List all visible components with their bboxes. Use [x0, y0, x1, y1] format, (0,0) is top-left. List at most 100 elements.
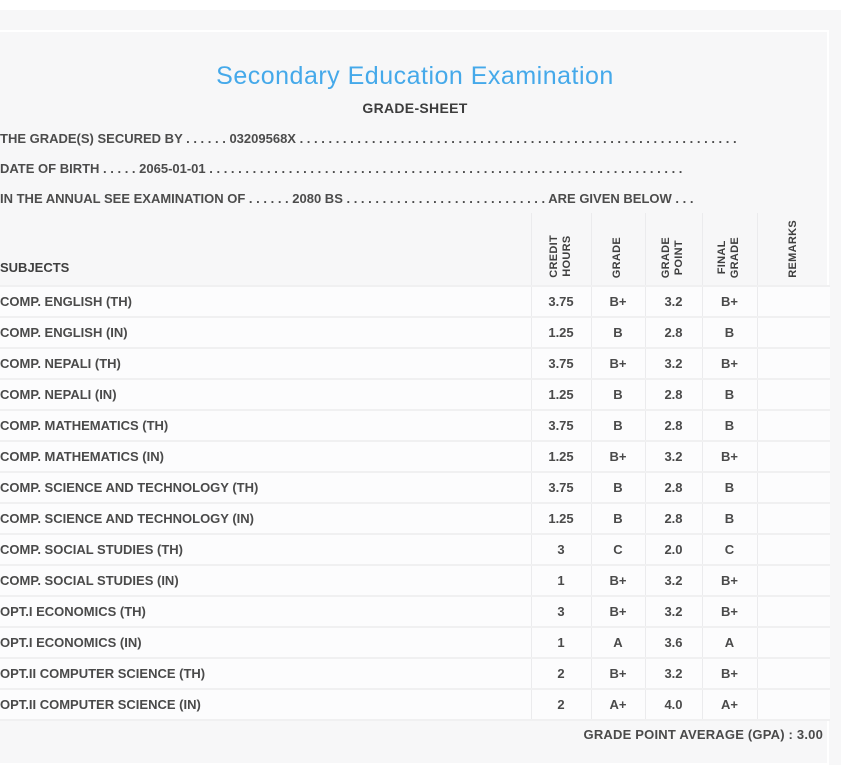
final-grade-cell: B	[701, 317, 757, 349]
remarks-label: REMARKS	[787, 220, 800, 278]
credit-hours-cell: 1	[530, 565, 591, 597]
grade-cell: B	[590, 410, 645, 442]
grade-point-cell: 2.8	[644, 410, 702, 442]
column-header-grade-point: GRADE POINT	[644, 213, 702, 286]
subject-cell: OPT.I ECONOMICS (IN)	[0, 627, 531, 659]
final-grade-cell: B	[701, 410, 757, 442]
credit-hours-cell: 1.25	[530, 317, 591, 349]
final-grade-cell: B+	[701, 596, 757, 628]
credit-hours-cell: 1.25	[530, 379, 591, 411]
grade-cell: B+	[590, 565, 645, 597]
grades-table: SUBJECTS CREDIT HOURS GRADE GRADE POINT …	[0, 213, 830, 721]
info-line-examination-of: IN THE ANNUAL SEE EXAMINATION OF . . . .…	[0, 191, 694, 206]
column-header-credit-hours: CREDIT HOURS	[530, 213, 591, 286]
subject-cell: COMP. NEPALI (TH)	[0, 348, 531, 380]
gpa-summary: GRADE POINT AVERAGE (GPA) : 3.00	[583, 727, 823, 742]
credit-hours-cell: 3	[530, 534, 591, 566]
grade-point-cell: 3.2	[644, 441, 702, 473]
subject-cell: COMP. ENGLISH (TH)	[0, 285, 531, 318]
table-row: COMP. NEPALI (IN) 1.25 B 2.8 B	[0, 379, 830, 411]
grade-point-cell: 2.8	[644, 472, 702, 504]
table-row: COMP. MATHEMATICS (IN) 1.25 B+ 3.2 B+	[0, 441, 830, 473]
table-header-row: SUBJECTS CREDIT HOURS GRADE GRADE POINT …	[0, 213, 830, 286]
remarks-cell	[756, 627, 830, 659]
remarks-cell	[756, 503, 830, 535]
table-row: COMP. SCIENCE AND TECHNOLOGY (IN) 1.25 B 2.…	[0, 503, 830, 535]
table-row: OPT.II COMPUTER SCIENCE (IN) 2 A+ 4.0 A+	[0, 689, 830, 721]
credit-hours-cell: 3.75	[530, 285, 591, 318]
grade-point-cell: 4.0	[644, 689, 702, 721]
credit-hours-cell: 3.75	[530, 472, 591, 504]
credit-hours-cell: 3.75	[530, 410, 591, 442]
remarks-cell	[756, 534, 830, 566]
column-header-subjects: SUBJECTS	[0, 260, 70, 275]
final-grade-label: FINAL GRADE	[716, 236, 742, 278]
grade-table-body: COMP. ENGLISH (TH) 3.75 B+ 3.2 B+ COMP. ENGLI…	[0, 285, 830, 721]
table-row: OPT.I ECONOMICS (IN) 1 A 3.6 A	[0, 627, 830, 659]
credit-hours-cell: 1.25	[530, 503, 591, 535]
credit-hours-label: CREDIT HOURS	[547, 235, 573, 278]
remarks-cell	[756, 472, 830, 504]
grades-table-container: SUBJECTS CREDIT HOURS GRADE GRADE POINT …	[0, 213, 830, 721]
grade-cell: B	[590, 317, 645, 349]
subject-cell: COMP. NEPALI (IN)	[0, 379, 531, 411]
table-row: COMP. SOCIAL STUDIES (IN) 1 B+ 3.2 B+	[0, 565, 830, 597]
subject-cell: COMP. SOCIAL STUDIES (TH)	[0, 534, 531, 566]
remarks-cell	[756, 565, 830, 597]
grade-cell: B	[590, 379, 645, 411]
subject-cell: OPT.II COMPUTER SCIENCE (IN)	[0, 689, 531, 721]
table-row: OPT.II COMPUTER SCIENCE (TH) 2 B+ 3.2 B+	[0, 658, 830, 690]
credit-hours-cell: 3	[530, 596, 591, 628]
final-grade-cell: B+	[701, 285, 757, 318]
grade-point-cell: 2.8	[644, 317, 702, 349]
subject-cell: COMP. ENGLISH (IN)	[0, 317, 531, 349]
table-row: COMP. SCIENCE AND TECHNOLOGY (TH) 3.75 B 2.…	[0, 472, 830, 504]
final-grade-cell: B	[701, 379, 757, 411]
credit-hours-cell: 1	[530, 627, 591, 659]
grade-point-cell: 3.6	[644, 627, 702, 659]
final-grade-cell: B	[701, 503, 757, 535]
table-row: OPT.I ECONOMICS (TH) 3 B+ 3.2 B+	[0, 596, 830, 628]
credit-hours-cell: 1.25	[530, 441, 591, 473]
remarks-cell	[756, 410, 830, 442]
final-grade-cell: A+	[701, 689, 757, 721]
remarks-cell	[756, 689, 830, 721]
subject-cell: OPT.I ECONOMICS (TH)	[0, 596, 531, 628]
table-row: COMP. ENGLISH (TH) 3.75 B+ 3.2 B+	[0, 285, 830, 318]
grade-cell: B	[590, 472, 645, 504]
final-grade-cell: B+	[701, 348, 757, 380]
grade-point-cell: 3.2	[644, 658, 702, 690]
grade-point-cell: 3.2	[644, 285, 702, 318]
subject-cell: COMP. SCIENCE AND TECHNOLOGY (IN)	[0, 503, 531, 535]
grade-point-cell: 2.8	[644, 379, 702, 411]
page-subtitle: GRADE-SHEET	[362, 100, 468, 116]
grade-point-cell: 3.2	[644, 348, 702, 380]
info-line-grades-secured-by: THE GRADE(S) SECURED BY . . . . . . 0320…	[0, 131, 737, 146]
subject-cell: COMP. SCIENCE AND TECHNOLOGY (TH)	[0, 472, 531, 504]
remarks-cell	[756, 379, 830, 411]
final-grade-cell: B+	[701, 658, 757, 690]
subject-cell: OPT.II COMPUTER SCIENCE (TH)	[0, 658, 531, 690]
table-row: COMP. SOCIAL STUDIES (TH) 3 C 2.0 C	[0, 534, 830, 566]
grade-cell: C	[590, 534, 645, 566]
grade-cell: A	[590, 627, 645, 659]
remarks-cell	[756, 348, 830, 380]
grade-label: GRADE	[611, 236, 624, 278]
table-row: COMP. MATHEMATICS (TH) 3.75 B 2.8 B	[0, 410, 830, 442]
info-line-date-of-birth: DATE OF BIRTH . . . . . 2065-01-01 . . .…	[0, 161, 683, 176]
grade-cell: B+	[590, 658, 645, 690]
grade-cell: B+	[590, 441, 645, 473]
subject-cell: COMP. MATHEMATICS (TH)	[0, 410, 531, 442]
grade-cell: A+	[590, 689, 645, 721]
column-header-grade: GRADE	[590, 213, 645, 286]
remarks-cell	[756, 658, 830, 690]
remarks-cell	[756, 596, 830, 628]
grade-point-cell: 2.8	[644, 503, 702, 535]
subject-cell: COMP. SOCIAL STUDIES (IN)	[0, 565, 531, 597]
grade-cell: B+	[590, 348, 645, 380]
gradesheet-page: Secondary Education Examination GRADE-SH…	[0, 10, 841, 765]
grade-point-cell: 2.0	[644, 534, 702, 566]
table-row: COMP. NEPALI (TH) 3.75 B+ 3.2 B+	[0, 348, 830, 380]
grade-point-label: GRADE POINT	[660, 236, 686, 278]
remarks-cell	[756, 441, 830, 473]
